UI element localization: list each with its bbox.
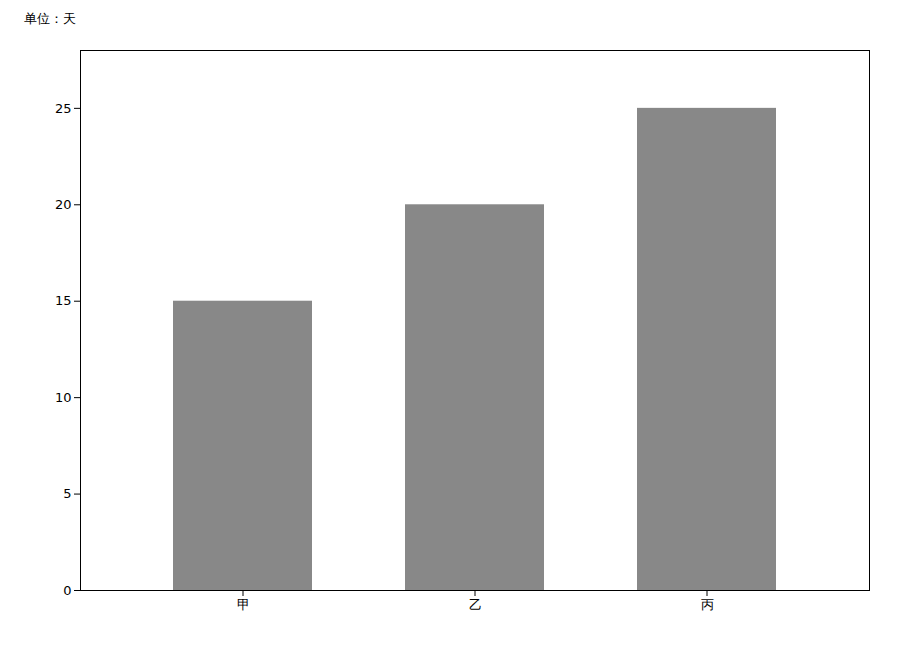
svg-text:15: 15 [55, 293, 72, 308]
svg-text:甲: 甲 [237, 597, 250, 612]
svg-text:20: 20 [55, 197, 72, 212]
svg-text:10: 10 [55, 390, 72, 405]
svg-text:0: 0 [63, 583, 71, 598]
svg-text:25: 25 [55, 101, 72, 116]
svg-text:单位：天: 单位：天 [24, 11, 76, 26]
svg-text:丙: 丙 [701, 597, 714, 612]
svg-text:5: 5 [63, 486, 71, 501]
svg-text:乙: 乙 [469, 597, 482, 612]
